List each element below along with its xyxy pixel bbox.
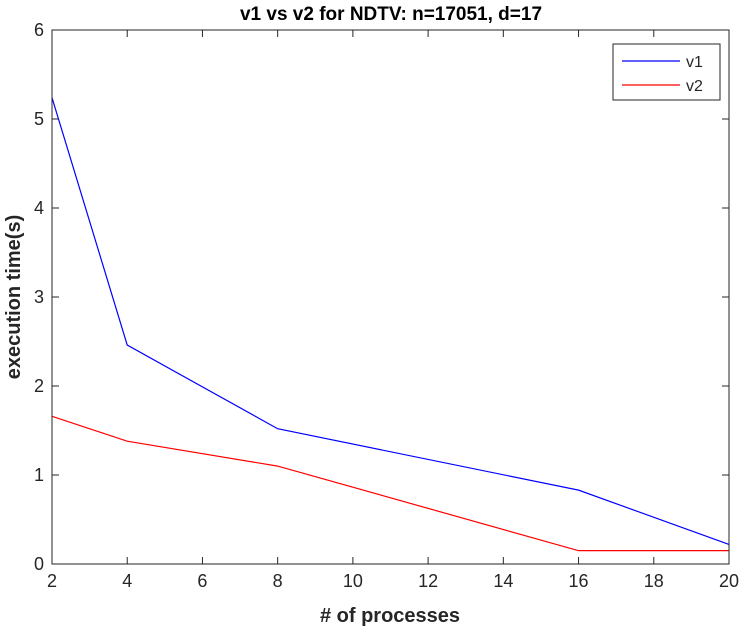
x-axis-title: # of processes [320,605,460,627]
y-tick-label: 0 [34,554,44,574]
legend-label-v1: v1 [686,54,703,71]
y-tick-label: 4 [34,198,44,218]
y-axis-title: execution time(s) [3,215,25,379]
x-tick-label: 4 [122,571,132,591]
y-tick-label: 5 [34,109,44,129]
y-tick-label: 2 [34,376,44,396]
plot-area-frame [51,29,730,565]
x-tick-label: 8 [273,571,283,591]
x-tick-label: 20 [719,571,739,591]
legend-label-v2: v2 [686,78,703,95]
series-line-v2 [51,415,729,552]
x-tick-label: 6 [197,571,207,591]
y-tick-label: 1 [34,465,44,485]
chart-title: v1 vs v2 for NDTV: n=17051, d=17 [240,4,542,25]
series-lines [51,97,730,552]
x-tick-label: 12 [418,571,438,591]
legend-box [612,43,721,101]
series-line-v1 [51,97,730,545]
x-tick-label: 2 [47,571,57,591]
y-tick-label: 3 [34,287,44,307]
x-tick-label: 18 [644,571,664,591]
x-tick-label: 16 [569,571,589,591]
x-tick-label: 10 [343,571,363,591]
y-tick-label: 6 [34,20,44,40]
x-tick-label: 14 [493,571,513,591]
